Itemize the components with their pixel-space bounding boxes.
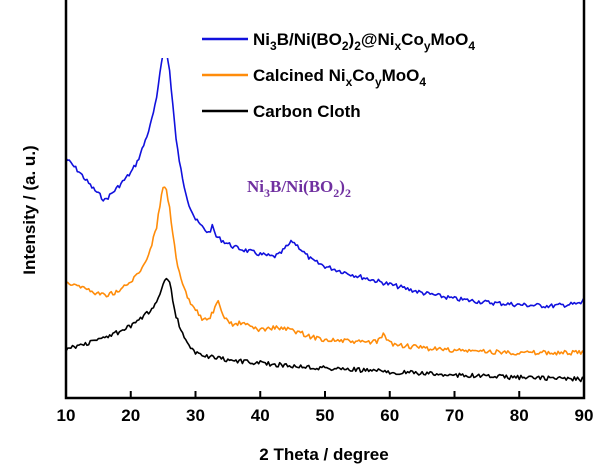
- peak-annotation: Ni3B/Ni(BO2)2: [247, 177, 351, 200]
- x-tick-label: 50: [316, 406, 335, 425]
- legend: Ni3B/Ni(BO2)2@NixCoyMoO4 Calcined NixCoy…: [202, 30, 475, 121]
- series-layer: [66, 58, 584, 383]
- legend-label-calcined: Calcined NixCoyMoO4: [253, 66, 426, 89]
- series-line-1: [66, 186, 584, 356]
- x-tick-label: 60: [380, 406, 399, 425]
- x-tick-label: 80: [510, 406, 529, 425]
- x-tick-label: 20: [121, 406, 140, 425]
- x-axis-label: 2 Theta / degree: [259, 445, 388, 464]
- x-tick-label: 70: [445, 406, 464, 425]
- series-line-0: [66, 58, 584, 309]
- plot-frame: [64, 0, 586, 400]
- x-tick-label: 10: [57, 406, 76, 425]
- legend-label-ni3b: Ni3B/Ni(BO2)2@NixCoyMoO4: [253, 30, 475, 53]
- x-tick-label: 90: [575, 406, 594, 425]
- x-axis-ticks: 10 20 30 40 50 60 70 80 90: [57, 391, 594, 425]
- legend-label-carbon-cloth: Carbon Cloth: [253, 102, 361, 121]
- x-tick-label: 40: [251, 406, 270, 425]
- series-line-2: [66, 277, 584, 383]
- x-tick-label: 30: [186, 406, 205, 425]
- y-axis-label: Intensity / (a. u.): [20, 145, 39, 274]
